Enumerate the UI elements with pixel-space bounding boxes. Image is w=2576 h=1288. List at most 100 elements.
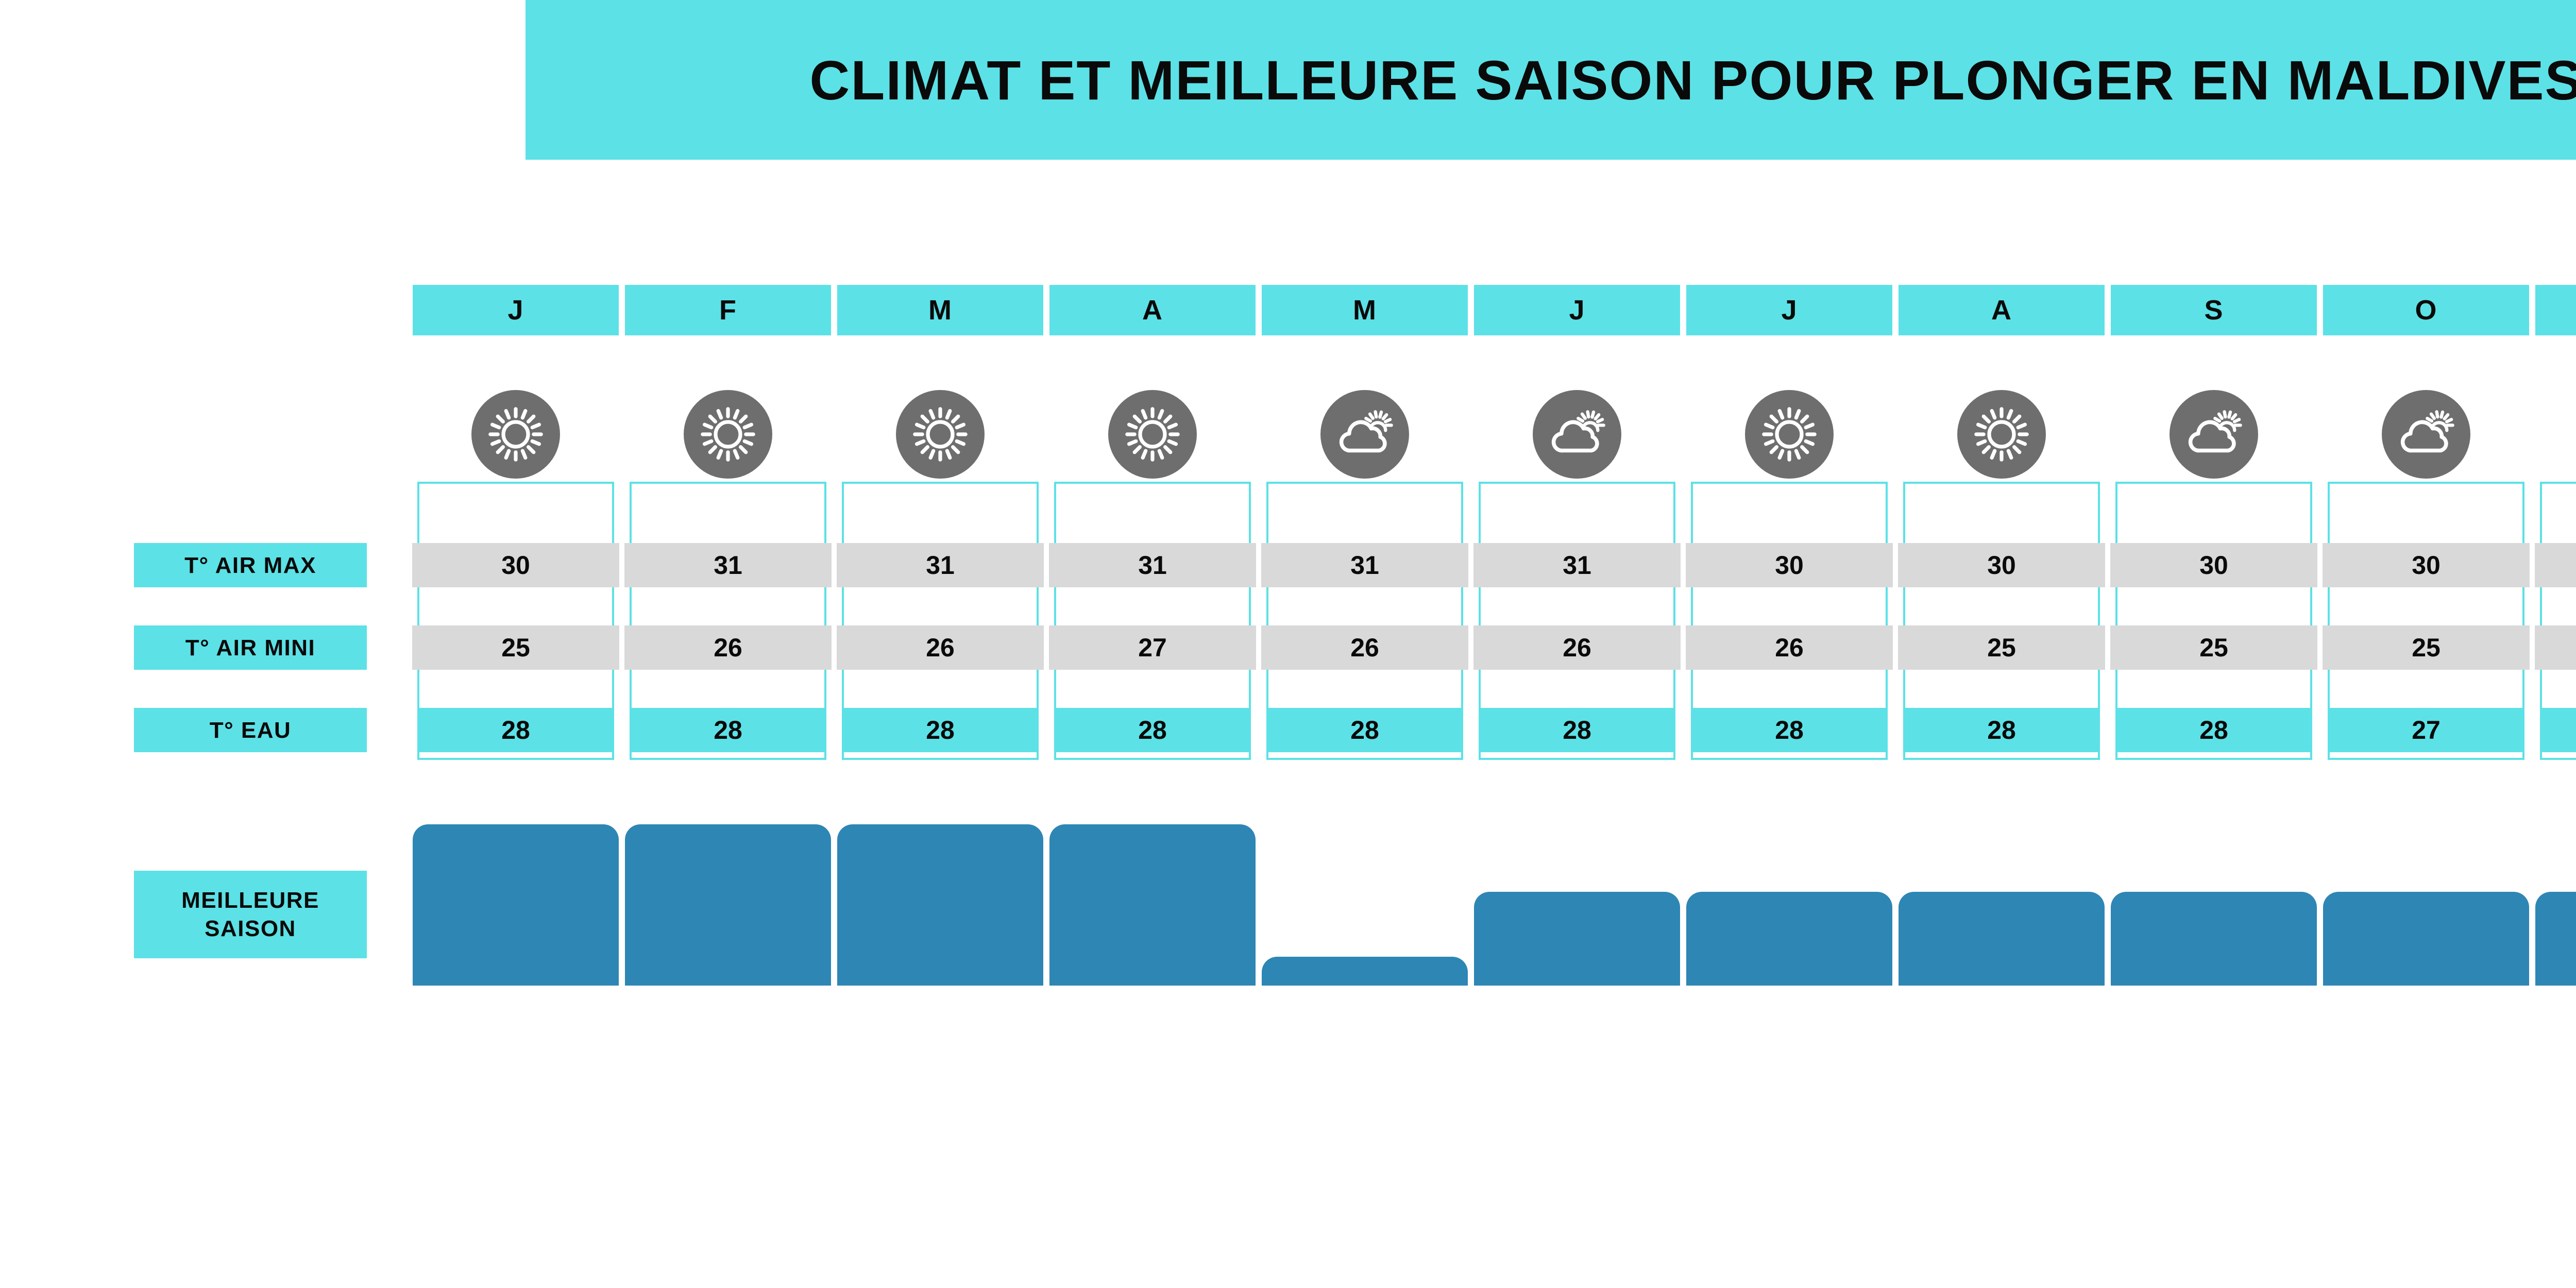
cell-air-max-3: 31 [837,543,1044,587]
month-column-3: 31 26 28 [837,390,1044,760]
month-column-11: 30 25 27 [2535,482,2576,760]
air-max-value: 31 [1138,551,1167,580]
cell-water-temp-2: 28 [630,708,826,752]
month-column-8: 30 25 28 [1898,390,2105,760]
row-label-best-season: MEILLEURE SAISON [134,871,367,958]
air-mini-value: 26 [926,633,955,662]
month-header-label: O [2415,295,2437,326]
cloud-sun-icon [2170,390,2258,479]
water-temp-value: 28 [1350,716,1379,744]
month-column-1: 30 25 28 [412,390,619,760]
cell-air-mini-3: 26 [837,625,1044,670]
air-mini-value: 27 [1138,633,1167,662]
season-bar-9 [2111,892,2317,986]
air-mini-value: 26 [1350,633,1379,662]
best-season-chart [0,814,2576,999]
month-header-5: M [1262,285,1468,335]
row-label-air-mini-text: T° AIR MINI [185,635,316,660]
cell-air-mini-10: 25 [2323,625,2530,670]
water-temp-value: 28 [1138,716,1167,744]
month-header-3: M [837,285,1043,335]
row-label-water-temp: T° EAU [134,708,367,752]
cloud-sun-icon [2382,390,2470,479]
cell-air-mini-9: 25 [2110,625,2317,670]
cell-air-max-11: 30 [2535,543,2576,587]
cell-air-max-1: 30 [412,543,619,587]
season-bar-10 [2323,892,2529,986]
month-column-5: 31 26 28 [1261,390,1468,760]
month-header-4: A [1049,285,1256,335]
cell-air-mini-7: 26 [1686,625,1893,670]
month-column-9: 30 25 28 [2110,390,2317,760]
cell-water-temp-9: 28 [2115,708,2312,752]
air-max-value: 31 [926,551,955,580]
month-header-6: J [1474,285,1680,335]
sun-icon [1957,390,2046,479]
season-bar-7 [1686,892,1892,986]
month-header-label: J [1569,295,1585,326]
cell-water-temp-1: 28 [417,708,614,752]
month-header-9: S [2111,285,2317,335]
month-column-7: 30 26 28 [1686,390,1893,760]
cell-air-max-2: 31 [624,543,832,587]
cell-air-max-8: 30 [1898,543,2105,587]
month-header-11: N [2535,285,2576,335]
air-mini-value: 26 [1775,633,1804,662]
season-bar-6 [1474,892,1680,986]
season-bar-3 [837,824,1043,986]
cloud-sun-icon [1533,390,1621,479]
sun-icon [896,390,985,479]
cloud-sun-icon [1320,390,1409,479]
row-label-best-season-line2: SAISON [205,916,296,941]
month-header-label: J [507,295,524,326]
air-mini-value: 25 [501,633,530,662]
cell-air-max-6: 31 [1473,543,1681,587]
month-header-10: O [2323,285,2529,335]
water-temp-value: 28 [501,716,530,744]
month-column-4: 31 27 28 [1049,390,1256,760]
air-mini-value: 26 [714,633,742,662]
row-label-air-max: T° AIR MAX [134,543,367,587]
season-bar-4 [1049,824,1256,986]
air-mini-value: 25 [2199,633,2228,662]
cell-air-mini-1: 25 [412,625,619,670]
month-header-label: A [1991,295,2012,326]
water-temp-value: 28 [1775,716,1804,744]
cell-water-temp-6: 28 [1479,708,1675,752]
air-max-value: 30 [1987,551,2016,580]
air-max-value: 31 [1350,551,1379,580]
row-label-best-season-line1: MEILLEURE [181,888,319,913]
month-header-label: J [1781,295,1798,326]
month-header-label: A [1142,295,1163,326]
cell-water-temp-4: 28 [1054,708,1251,752]
season-bar-2 [625,824,831,986]
air-max-value: 30 [501,551,530,580]
cell-air-mini-6: 26 [1473,625,1681,670]
air-mini-value: 25 [2412,633,2441,662]
water-temp-value: 28 [926,716,955,744]
air-max-value: 31 [1563,551,1591,580]
cell-water-temp-11: 27 [2540,708,2576,752]
month-column-6: 31 26 28 [1473,390,1681,760]
water-temp-value: 28 [2199,716,2228,744]
cell-air-mini-2: 26 [624,625,832,670]
cell-air-max-10: 30 [2323,543,2530,587]
month-header-label: M [928,295,952,326]
season-bar-5 [1262,957,1468,986]
cell-air-max-4: 31 [1049,543,1256,587]
cell-air-mini-8: 25 [1898,625,2105,670]
month-header-label: S [2204,295,2224,326]
air-mini-value: 26 [1563,633,1591,662]
cell-air-max-7: 30 [1686,543,1893,587]
page-title: CLIMAT ET MEILLEURE SAISON POUR PLONGER … [809,48,2576,111]
cell-air-max-9: 30 [2110,543,2317,587]
cell-air-mini-4: 27 [1049,625,1256,670]
sun-icon [684,390,772,479]
sun-icon [1108,390,1197,479]
cell-air-max-5: 31 [1261,543,1468,587]
title-banner: CLIMAT ET MEILLEURE SAISON POUR PLONGER … [526,0,2576,160]
air-mini-value: 25 [1987,633,2016,662]
sun-icon [1745,390,1834,479]
cell-air-mini-5: 26 [1261,625,1468,670]
sun-icon [471,390,560,479]
